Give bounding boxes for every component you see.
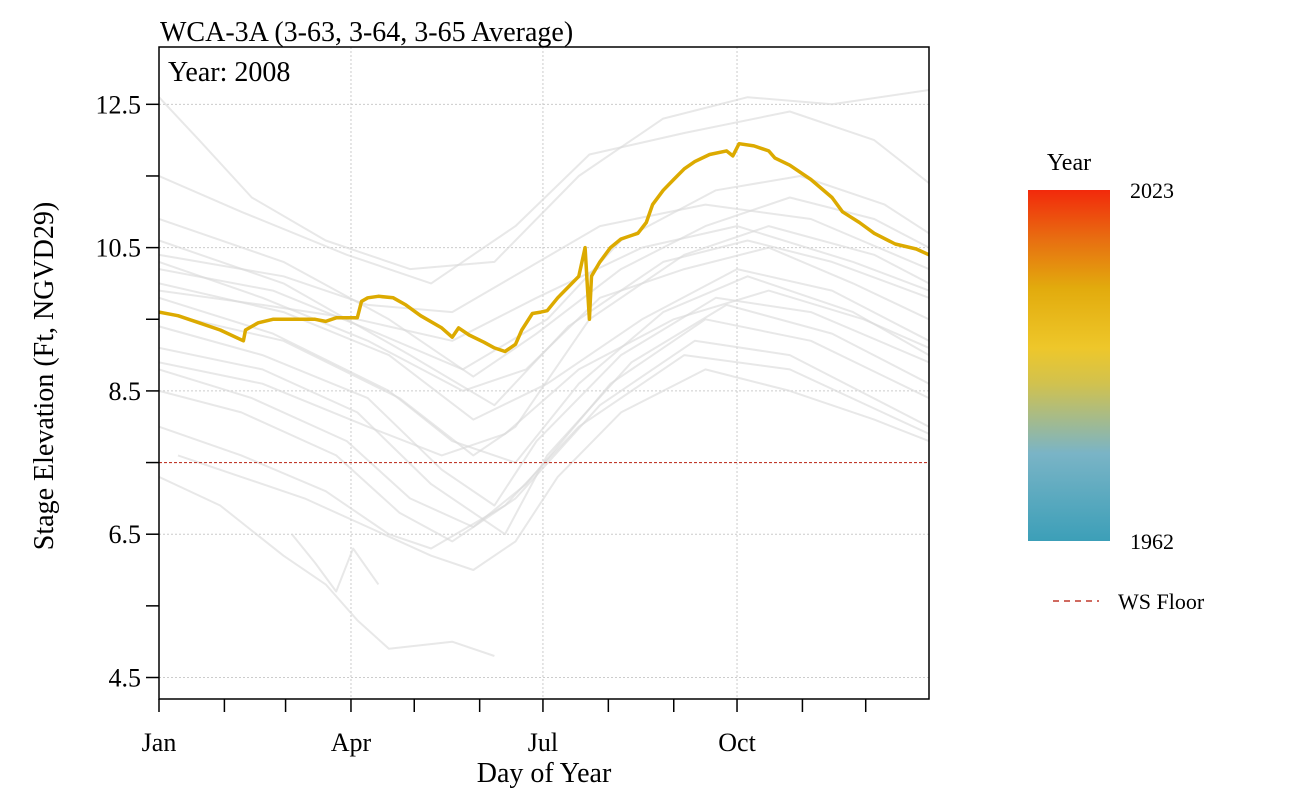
chart-subtitle: Year: 2008: [168, 57, 290, 88]
y-tick-label-10.5: 10.5: [96, 234, 142, 263]
ws-floor-legend-label: WS Floor: [1118, 589, 1205, 614]
series-gray-20: [159, 289, 929, 457]
y-tick-label-6.5: 6.5: [109, 520, 142, 549]
background-series-group: [159, 89, 929, 657]
series-2008: [159, 141, 929, 354]
plot-frame: [158, 46, 930, 700]
series-gray-01: [159, 196, 929, 378]
x-tick-label-jul: Jul: [528, 728, 558, 757]
series-gray-15: [159, 475, 495, 657]
x-tick-label-jan: Jan: [142, 728, 177, 757]
y-axis-label: Stage Elevation (Ft, NGVD29): [29, 202, 60, 550]
series-gray-11: [159, 89, 929, 271]
series-gray-16: [291, 533, 380, 593]
colorbar: [1028, 190, 1110, 541]
series-gray-07: [159, 303, 929, 536]
series-gray-02: [159, 239, 929, 407]
series-gray-13: [159, 203, 929, 314]
series-gray-05: [159, 275, 929, 464]
x-tick-label-apr: Apr: [331, 728, 372, 757]
x-tick-label-oct: Oct: [718, 728, 756, 757]
chart-title: WCA-3A (3-63, 3-64, 3-65 Average): [160, 17, 573, 48]
series-gray-12: [159, 110, 929, 285]
y-axis: 4.5 6.5 8.5 10.5 12.5: [96, 90, 159, 693]
colorbar-max-label: 2023: [1130, 178, 1174, 203]
x-axis-label: Day of Year: [477, 758, 612, 789]
x-axis: Jan Apr Jul Oct: [142, 699, 867, 757]
series-gray-09: [159, 339, 929, 543]
series-gray-04: [159, 268, 929, 421]
y-tick-label-8.5: 8.5: [109, 377, 142, 406]
series-gray-10: [159, 354, 929, 550]
y-tick-label-12.5: 12.5: [96, 90, 142, 119]
series-gray-17: [177, 368, 929, 571]
highlight-series-group: [159, 141, 929, 354]
colorbar-min-label: 1962: [1130, 529, 1174, 554]
series-gray-18: [159, 225, 929, 457]
series-gray-19: [159, 175, 929, 371]
series-gray-08: [159, 318, 929, 528]
series-gray-06: [159, 296, 929, 507]
grid-lines: [158, 47, 929, 699]
legend: Year 2023 1962 WS Floor: [1028, 150, 1205, 614]
colorbar-title: Year: [1047, 150, 1091, 176]
series-gray-14: [159, 225, 929, 342]
y-tick-label-4.5: 4.5: [109, 664, 142, 693]
